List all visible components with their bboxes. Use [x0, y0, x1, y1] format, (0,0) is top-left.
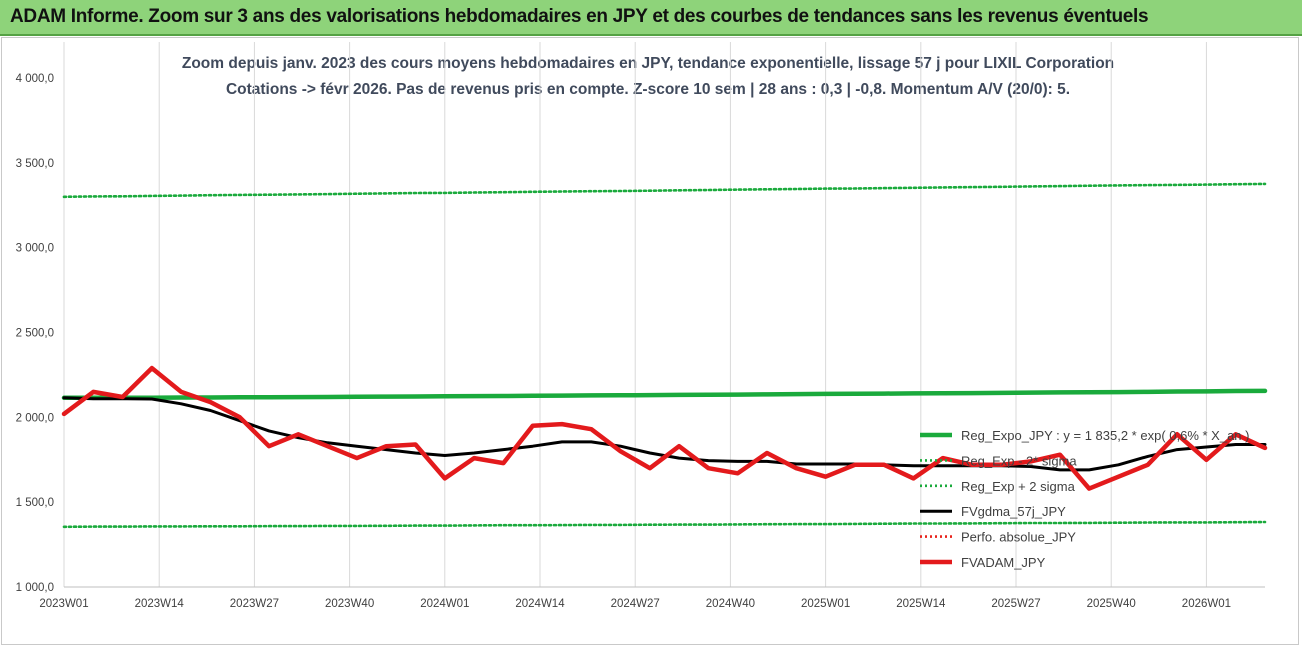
legend-label-0: Reg_Expo_JPY : y = 1 835,2 * exp( 0,6% *… [961, 428, 1249, 443]
y-tick-label: 2 000,0 [16, 412, 54, 424]
series-line-1 [62, 520, 1267, 529]
x-tick-label: 2026W01 [1182, 598, 1231, 610]
chart-title: Zoom depuis janv. 2023 des cours moyens … [182, 55, 1114, 72]
y-tick-label: 2 500,0 [16, 328, 54, 340]
legend-label-4: Perfo. absolue_JPY [961, 530, 1076, 545]
report-title: ADAM Informe. Zoom sur 3 ans des valoris… [10, 6, 1149, 27]
chart-subtitle: Cotations -> févr 2026. Pas de revenus p… [226, 81, 1070, 98]
report-banner: ADAM Informe. Zoom sur 3 ans des valoris… [0, 0, 1302, 36]
x-tick-label: 2023W01 [39, 598, 88, 610]
legend-label-2: Reg_Exp + 2 sigma [961, 479, 1076, 494]
series-lines [61, 182, 1268, 529]
x-tick-label: 2023W40 [325, 598, 374, 610]
x-tick-label: 2025W01 [801, 598, 850, 610]
legend-label-1: Reg_Exp - 2* sigma [961, 453, 1077, 468]
x-tick-label: 2025W14 [896, 598, 946, 610]
legend-label-5: FVADAM_JPY [961, 555, 1046, 570]
series-line-0 [61, 388, 1268, 401]
x-tick-label: 2023W27 [230, 598, 279, 610]
legend: Reg_Expo_JPY : y = 1 835,2 * exp( 0,6% *… [920, 428, 1249, 570]
axes: 2023W01 2023W14 2023W27 2023W40 2024W01 2024W… [16, 73, 1265, 610]
y-tick-label: 4 000,0 [16, 73, 54, 85]
x-tick-label: 2025W40 [1087, 598, 1136, 610]
x-tick-label: 2025W27 [991, 598, 1040, 610]
x-tick-label: 2024W01 [420, 598, 469, 610]
y-tick-label: 3 500,0 [16, 158, 54, 170]
series-line-5 [61, 365, 1268, 491]
gridlines [63, 42, 1207, 587]
x-tick-label: 2024W40 [706, 598, 755, 610]
y-tick-label: 1 000,0 [16, 582, 54, 594]
x-tick-label: 2024W14 [515, 598, 565, 610]
y-tick-label: 3 000,0 [16, 243, 54, 255]
chart-frame [1, 37, 1299, 645]
y-tick-label: 1 500,0 [16, 497, 54, 509]
legend-label-3: FVgdma_57j_JPY [961, 504, 1066, 519]
x-tick-label: 2024W27 [611, 598, 660, 610]
x-tick-label: 2023W14 [135, 598, 185, 610]
series-line-2 [62, 182, 1267, 199]
